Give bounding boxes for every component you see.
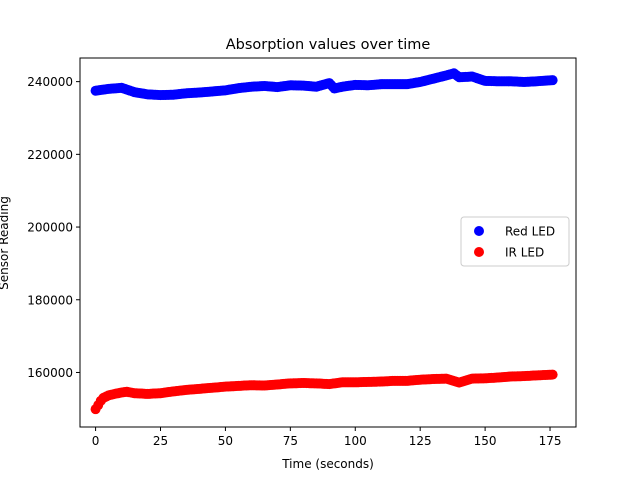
y-tick-label: 220000 <box>27 148 73 162</box>
x-axis-label: Time (seconds) <box>281 457 374 471</box>
series-ir-led <box>90 369 558 415</box>
y-tick-label: 160000 <box>27 366 73 380</box>
legend-ir-led-marker <box>474 247 484 257</box>
x-tick-label: 25 <box>153 434 168 448</box>
legend: Red LED IR LED <box>460 216 570 267</box>
legend-red-led-marker <box>474 226 484 236</box>
x-tick-label: 50 <box>218 434 233 448</box>
x-tick-label: 125 <box>409 434 432 448</box>
axes-frame <box>79 57 577 428</box>
x-ticks: 0 25 50 75 100 125 150 175 <box>92 427 562 448</box>
y-tick-label: 180000 <box>27 293 73 307</box>
legend-red-led-label: Red LED <box>505 225 555 239</box>
chart-title: Absorption values over time <box>226 37 431 53</box>
x-tick-label: 150 <box>474 434 497 448</box>
x-tick-label: 175 <box>539 434 562 448</box>
x-tick-label: 0 <box>92 434 100 448</box>
x-tick-label: 100 <box>344 434 367 448</box>
legend-box <box>460 216 570 267</box>
points-layer <box>90 68 558 415</box>
y-ticks: 160000 180000 200000 220000 240000 <box>27 75 80 380</box>
data-point <box>547 369 558 380</box>
data-point <box>547 75 558 86</box>
y-tick-label: 200000 <box>27 221 73 235</box>
y-axis-label: Sensor Reading <box>0 196 11 290</box>
legend-ir-led-label: IR LED <box>505 246 544 260</box>
x-tick-label: 75 <box>283 434 298 448</box>
series-red-led <box>90 68 558 101</box>
y-tick-label: 240000 <box>27 75 73 89</box>
